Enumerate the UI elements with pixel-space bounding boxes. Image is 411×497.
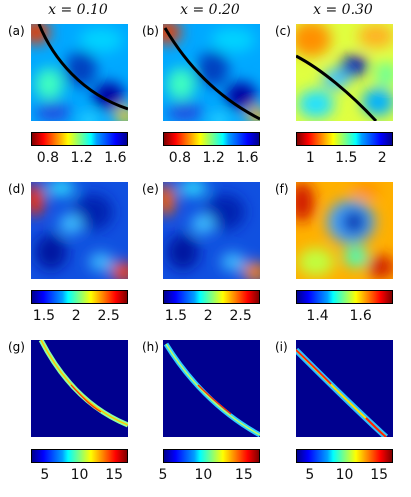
- colorbar-a-tick: 0.8: [36, 150, 59, 166]
- colorbar-d-tick: 2.5: [97, 308, 120, 324]
- panel-b-map: [163, 24, 260, 121]
- column-title-2: x = 0.20: [180, 2, 240, 18]
- panel-d-map: [31, 182, 128, 279]
- colorbar-f: [296, 290, 393, 304]
- colorbar-c-tick: 2: [377, 150, 387, 166]
- panel-h-map: [163, 340, 260, 437]
- colorbar-b-tick: 1.6: [236, 150, 259, 166]
- colorbar-i-tick: 10: [335, 467, 354, 483]
- colorbar-g: [31, 449, 128, 463]
- panel-a-map: [31, 24, 128, 121]
- panel-i-map: [296, 340, 393, 437]
- panel-g-map: [31, 340, 128, 437]
- colorbar-b: [163, 132, 260, 146]
- panel-f-map: [296, 182, 393, 279]
- colorbar-i-tick: 5: [305, 467, 315, 483]
- colorbar-e-tick: 1.5: [164, 308, 188, 324]
- colorbar-b-tick: 1.2: [202, 150, 225, 166]
- panel-label-a: (a): [8, 24, 25, 38]
- column-title-1: x = 0.10: [48, 2, 108, 18]
- colorbar-a-tick: 1.2: [70, 150, 93, 166]
- colorbar-c-tick: 1: [305, 150, 315, 166]
- panel-label-d: (d): [8, 182, 25, 196]
- colorbar-i: [296, 449, 393, 463]
- panel-label-c: (c): [275, 24, 291, 38]
- colorbar-d-tick: 2: [71, 308, 81, 324]
- colorbar-f-tick: 1.6: [349, 308, 372, 324]
- colorbar-c-tick: 1.5: [335, 150, 358, 166]
- colorbar-h: [163, 449, 260, 463]
- panel-label-b: (b): [142, 24, 159, 38]
- colorbar-c: [296, 132, 393, 146]
- colorbar-g-tick: 10: [70, 467, 89, 483]
- colorbar-e-tick: 2.5: [229, 308, 252, 324]
- panel-label-f: (f): [275, 182, 289, 196]
- colorbar-g-tick: 15: [105, 467, 124, 483]
- colorbar-g-tick: 5: [40, 467, 50, 483]
- colorbar-d-tick: 1.5: [32, 308, 56, 324]
- colorbar-e: [163, 290, 260, 304]
- colorbar-e-tick: 2: [203, 308, 213, 324]
- colorbar-i-tick: 15: [370, 467, 389, 483]
- panel-c-map: [296, 24, 393, 121]
- panel-label-e: (e): [142, 182, 159, 196]
- panel-e-map: [163, 182, 260, 279]
- colorbar-h-tick: 10: [194, 467, 213, 483]
- colorbar-a: [31, 132, 128, 146]
- colorbar-h-tick: 15: [234, 467, 253, 483]
- colorbar-b-tick: 0.8: [168, 150, 191, 166]
- colorbar-h-tick: 5: [158, 467, 168, 483]
- panel-label-i: (i): [275, 340, 288, 354]
- colorbar-a-tick: 1.6: [104, 150, 127, 166]
- colorbar-d: [31, 290, 128, 304]
- panel-label-g: (g): [8, 340, 25, 354]
- column-title-3: x = 0.30: [313, 2, 373, 18]
- panel-label-h: (h): [142, 340, 159, 354]
- colorbar-f-tick: 1.4: [306, 308, 329, 324]
